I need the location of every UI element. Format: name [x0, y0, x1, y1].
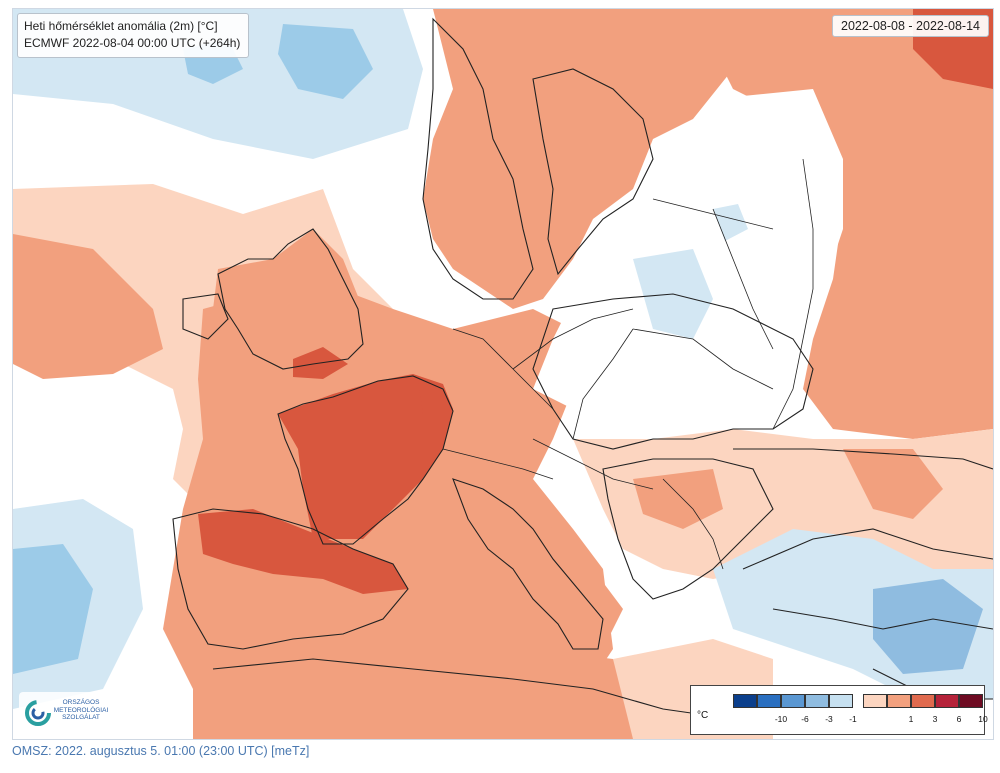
map-title: Heti hőmérséklet anomália (2m) [°C] [24, 19, 218, 33]
omsz-swirl-icon [25, 700, 51, 726]
anomaly-map [13, 9, 993, 739]
legend-swatch [911, 694, 935, 708]
legend-tick-label: 3 [932, 714, 938, 724]
logo-line-2: METEOROLÓGIAI [53, 706, 109, 714]
legend-swatch [887, 694, 911, 708]
anomaly-region-warm [423, 9, 733, 309]
country-borders [442, 158, 814, 570]
legend-tick-label: -6 [801, 714, 809, 724]
legend-tick-label: -10 [774, 714, 788, 724]
legend-swatch [863, 694, 887, 708]
anomaly-region-warm-strong [198, 509, 408, 594]
logo-line-3: SZOLGÁLAT [62, 714, 100, 721]
legend-swatch [733, 694, 757, 708]
legend-swatch [781, 694, 805, 708]
color-legend: °C -10 -6 -3 -1 1 3 6 10 [690, 685, 988, 735]
coastlines [172, 17, 993, 720]
legend-tick-label: 6 [956, 714, 962, 724]
footer-timestamp: OMSZ: 2022. augusztus 5. 01:00 (23:00 UT… [12, 744, 310, 758]
legend-swatch [959, 694, 983, 708]
legend-tick-label: -3 [825, 714, 833, 724]
map-panel: Heti hőmérséklet anomália (2m) [°C] ECMW… [12, 8, 994, 740]
anomaly-region-warm [13, 234, 163, 379]
map-title-box: Heti hőmérséklet anomália (2m) [°C] ECMW… [17, 13, 250, 58]
legend-tick-label: -1 [849, 714, 857, 724]
model-run-info: ECMWF 2022-08-04 00:00 UTC (+264h) [24, 36, 241, 50]
legend-swatch [829, 694, 853, 708]
anomaly-region-warm [843, 449, 943, 519]
anomaly-region-cold-strong [278, 24, 373, 99]
legend-swatch [935, 694, 959, 708]
anomaly-region-warm [213, 229, 363, 369]
anomaly-region-cold-strong [873, 579, 983, 674]
logo-text: ORSZÁGOS METEOROLÓGIAI SZOLGÁLAT [51, 699, 111, 722]
omsz-logo: ORSZÁGOS METEOROLÓGIAI SZOLGÁLAT [19, 692, 141, 734]
logo-line-1: ORSZÁGOS [62, 699, 100, 706]
legend-swatch [805, 694, 829, 708]
legend-tick-label: 1 [908, 714, 914, 724]
anomaly-region-warm-strong [278, 374, 453, 539]
date-range-label: 2022-08-08 - 2022-08-14 [832, 15, 989, 37]
legend-unit: °C [697, 710, 709, 721]
legend-swatch [757, 694, 781, 708]
anomaly-region-warm [443, 479, 623, 649]
anomaly-region-warm [193, 619, 653, 739]
anomaly-region-warm [633, 469, 723, 529]
legend-tick-label: 10 [978, 714, 988, 724]
anomaly-region-cold-strong [13, 544, 93, 674]
anomaly-region-warm [703, 9, 993, 439]
